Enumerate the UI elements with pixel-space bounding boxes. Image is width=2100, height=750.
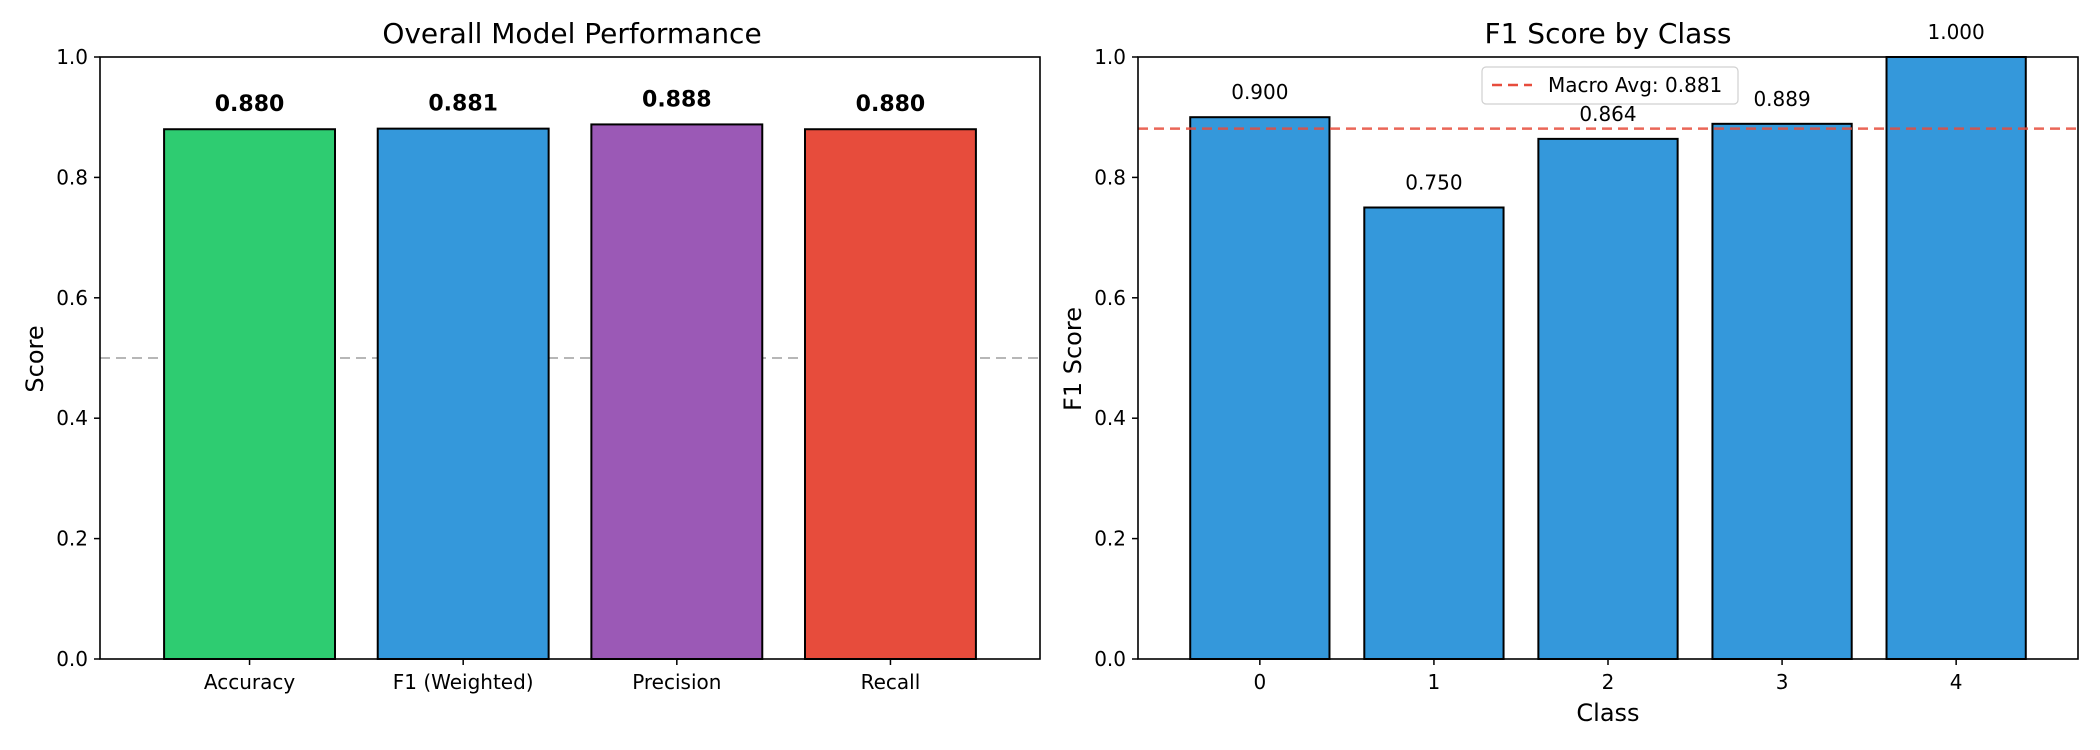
x-tick-labels-group: 0 1 2 3 4 [1253, 659, 1963, 694]
value-labels-group: 0.880 0.881 0.888 0.880 [215, 87, 926, 117]
y-axis-label: F1 Score [1059, 307, 1087, 411]
bar-0 [1189, 116, 1331, 660]
x-tick-label: Precision [632, 670, 721, 694]
x-tick-label: 2 [1602, 670, 1615, 694]
plot-frame [1137, 56, 2079, 660]
x-tick-label: 4 [1950, 670, 1963, 694]
bar-precision [590, 123, 764, 660]
bar-4 [1885, 56, 2027, 660]
bar-recall [804, 128, 977, 661]
y-ticks-group: 0.0 0.2 0.4 0.6 0.8 1.0 [56, 45, 100, 671]
value-label: 0.888 [642, 87, 712, 112]
x-tick-label: Recall [861, 670, 921, 694]
plot-frame [99, 56, 1041, 660]
x-tick-label: 3 [1776, 670, 1789, 694]
chart-title: F1 Score by Class [1484, 17, 1731, 50]
y-tick-label: 0.4 [1094, 406, 1126, 430]
bar-1 [1363, 206, 1505, 660]
chart-title: Overall Model Performance [382, 17, 761, 50]
y-tick-label: 0.8 [1094, 165, 1126, 189]
legend-label: Macro Avg: 0.881 [1548, 73, 1722, 97]
y-tick-label: 0.0 [1094, 647, 1126, 671]
bar-accuracy [163, 128, 336, 661]
value-label: 0.881 [428, 92, 498, 117]
y-tick-label: 0.2 [1094, 527, 1126, 551]
y-ticks-group: 0.0 0.2 0.4 0.6 0.8 1.0 [1094, 45, 1138, 671]
value-labels-group: 0.900 0.750 0.864 0.889 1.000 [1231, 20, 1985, 195]
y-tick-label: 0.8 [56, 165, 88, 189]
x-tick-label: F1 (Weighted) [393, 670, 534, 694]
value-label: 0.880 [215, 92, 285, 117]
x-tick-labels-group: Accuracy F1 (Weighted) Precision Recall [204, 659, 920, 694]
y-tick-label: 0.6 [1094, 286, 1126, 310]
bar-2 [1537, 137, 1679, 660]
value-label: 1.000 [1928, 20, 1985, 44]
chart-overall-performance: Overall Model Performance Score 0.880 0.8… [21, 17, 1041, 694]
bar-3 [1711, 122, 1853, 660]
y-tick-label: 0.2 [56, 527, 88, 551]
x-tick-label: 0 [1253, 670, 1266, 694]
legend: Macro Avg: 0.881 [1481, 66, 1739, 105]
value-label: 0.750 [1405, 171, 1462, 195]
y-tick-label: 0.0 [56, 647, 88, 671]
value-label: 0.864 [1579, 102, 1636, 126]
value-label: 0.900 [1231, 80, 1288, 104]
x-axis-label: Class [1576, 699, 1639, 727]
y-axis-label: Score [21, 325, 49, 392]
y-tick-label: 0.6 [56, 286, 88, 310]
value-label: 0.889 [1753, 87, 1810, 111]
legend-box [1481, 66, 1739, 105]
x-tick-label: Accuracy [204, 670, 295, 694]
y-tick-label: 1.0 [1094, 45, 1126, 69]
y-tick-label: 0.4 [56, 406, 88, 430]
bars-group [163, 123, 977, 661]
bar-f1-weighted- [376, 127, 550, 660]
value-label: 0.880 [856, 92, 926, 117]
y-tick-label: 1.0 [56, 45, 88, 69]
x-tick-label: 1 [1428, 670, 1441, 694]
bars-group [1189, 56, 2027, 660]
chart-f1-by-class: F1 Score by Class F1 Score Class 0.9000.… [1059, 17, 2079, 727]
